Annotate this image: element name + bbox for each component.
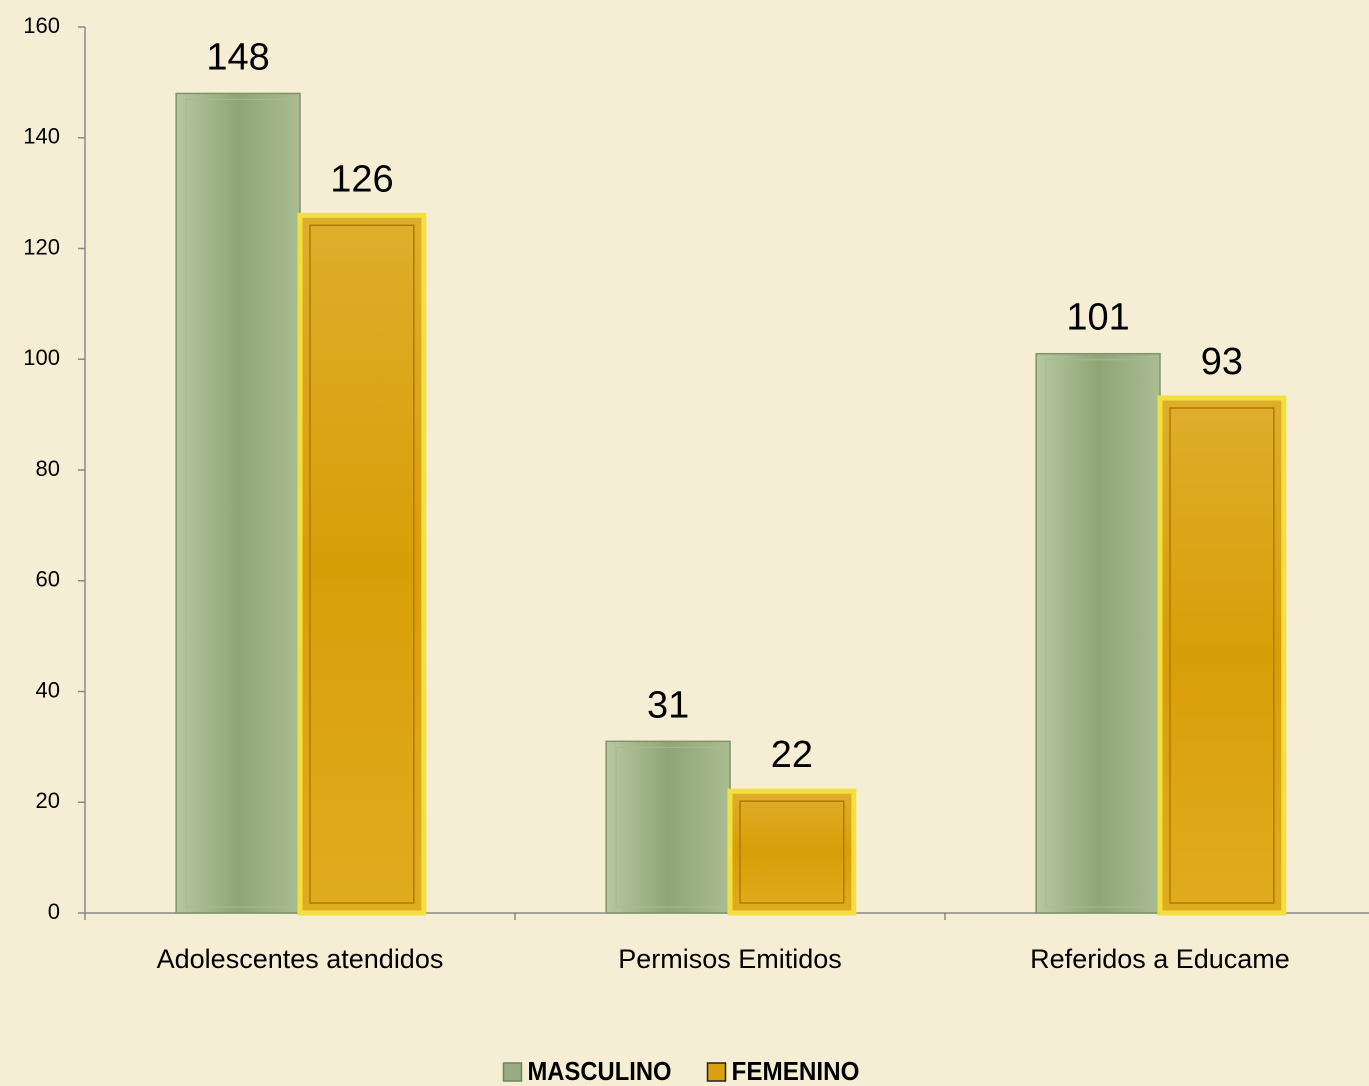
y-tick-label: 20 bbox=[36, 788, 60, 813]
bar-bevel bbox=[1169, 407, 1275, 904]
legend-label: MASCULINO bbox=[528, 1056, 672, 1086]
data-label: 93 bbox=[1201, 341, 1243, 383]
bar bbox=[175, 92, 301, 914]
data-label: 31 bbox=[647, 684, 689, 726]
data-label: 22 bbox=[771, 734, 813, 776]
data-label: 148 bbox=[206, 36, 269, 78]
y-tick-label: 160 bbox=[23, 13, 60, 38]
bar-bevel bbox=[739, 800, 845, 904]
bar-bevel bbox=[615, 746, 721, 908]
data-label: 101 bbox=[1066, 297, 1129, 339]
y-tick-label: 0 bbox=[48, 899, 60, 924]
y-tick-label: 60 bbox=[36, 567, 60, 592]
bar-bevel bbox=[1045, 359, 1151, 908]
bar-bevel bbox=[185, 98, 291, 908]
x-tick-label: Referidos a Educame bbox=[1030, 944, 1290, 974]
y-tick-label: 80 bbox=[36, 456, 60, 481]
bar bbox=[605, 740, 731, 914]
data-label: 126 bbox=[330, 158, 393, 200]
x-tick-label: Adolescentes atendidos bbox=[157, 944, 444, 974]
bar bbox=[297, 212, 427, 916]
bar-bevel bbox=[309, 224, 415, 904]
y-tick-label: 140 bbox=[23, 124, 60, 149]
y-tick-label: 100 bbox=[23, 345, 60, 370]
bar bbox=[727, 788, 857, 916]
bar bbox=[1157, 395, 1287, 916]
legend-swatch bbox=[706, 1062, 727, 1082]
y-tick-label: 40 bbox=[36, 677, 60, 702]
legend-label: FEMENINO bbox=[732, 1056, 860, 1086]
legend-swatch bbox=[502, 1062, 523, 1082]
bar bbox=[1035, 352, 1161, 914]
x-tick-label: Permisos Emitidos bbox=[618, 944, 842, 974]
y-tick-label: 120 bbox=[23, 234, 60, 259]
